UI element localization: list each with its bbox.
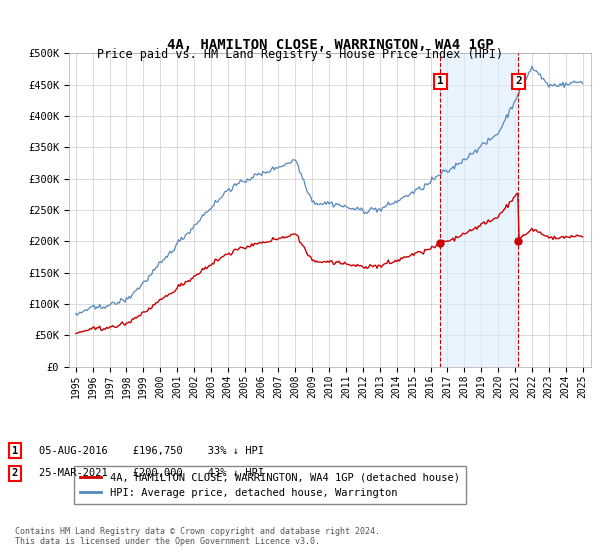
Bar (440, 53, 518, 367)
Title: 4A, HAMILTON CLOSE, WARRINGTON, WA4 1GP: 4A, HAMILTON CLOSE, WARRINGTON, WA4 1GP (167, 38, 493, 52)
Text: 2: 2 (515, 76, 522, 86)
Text: 1: 1 (437, 76, 444, 86)
Text: Contains HM Land Registry data © Crown copyright and database right 2024.
This d: Contains HM Land Registry data © Crown c… (15, 526, 380, 546)
Text: Price paid vs. HM Land Registry's House Price Index (HPI): Price paid vs. HM Land Registry's House … (97, 48, 503, 60)
Text: 05-AUG-2016    £196,750    33% ↓ HPI: 05-AUG-2016 £196,750 33% ↓ HPI (39, 446, 264, 456)
Legend: 4A, HAMILTON CLOSE, WARRINGTON, WA4 1GP (detached house), HPI: Average price, de: 4A, HAMILTON CLOSE, WARRINGTON, WA4 1GP … (74, 466, 466, 504)
Text: 1: 1 (12, 446, 18, 456)
Text: 2: 2 (12, 468, 18, 478)
Text: 25-MAR-2021    £200,000    43% ↓ HPI: 25-MAR-2021 £200,000 43% ↓ HPI (39, 468, 264, 478)
